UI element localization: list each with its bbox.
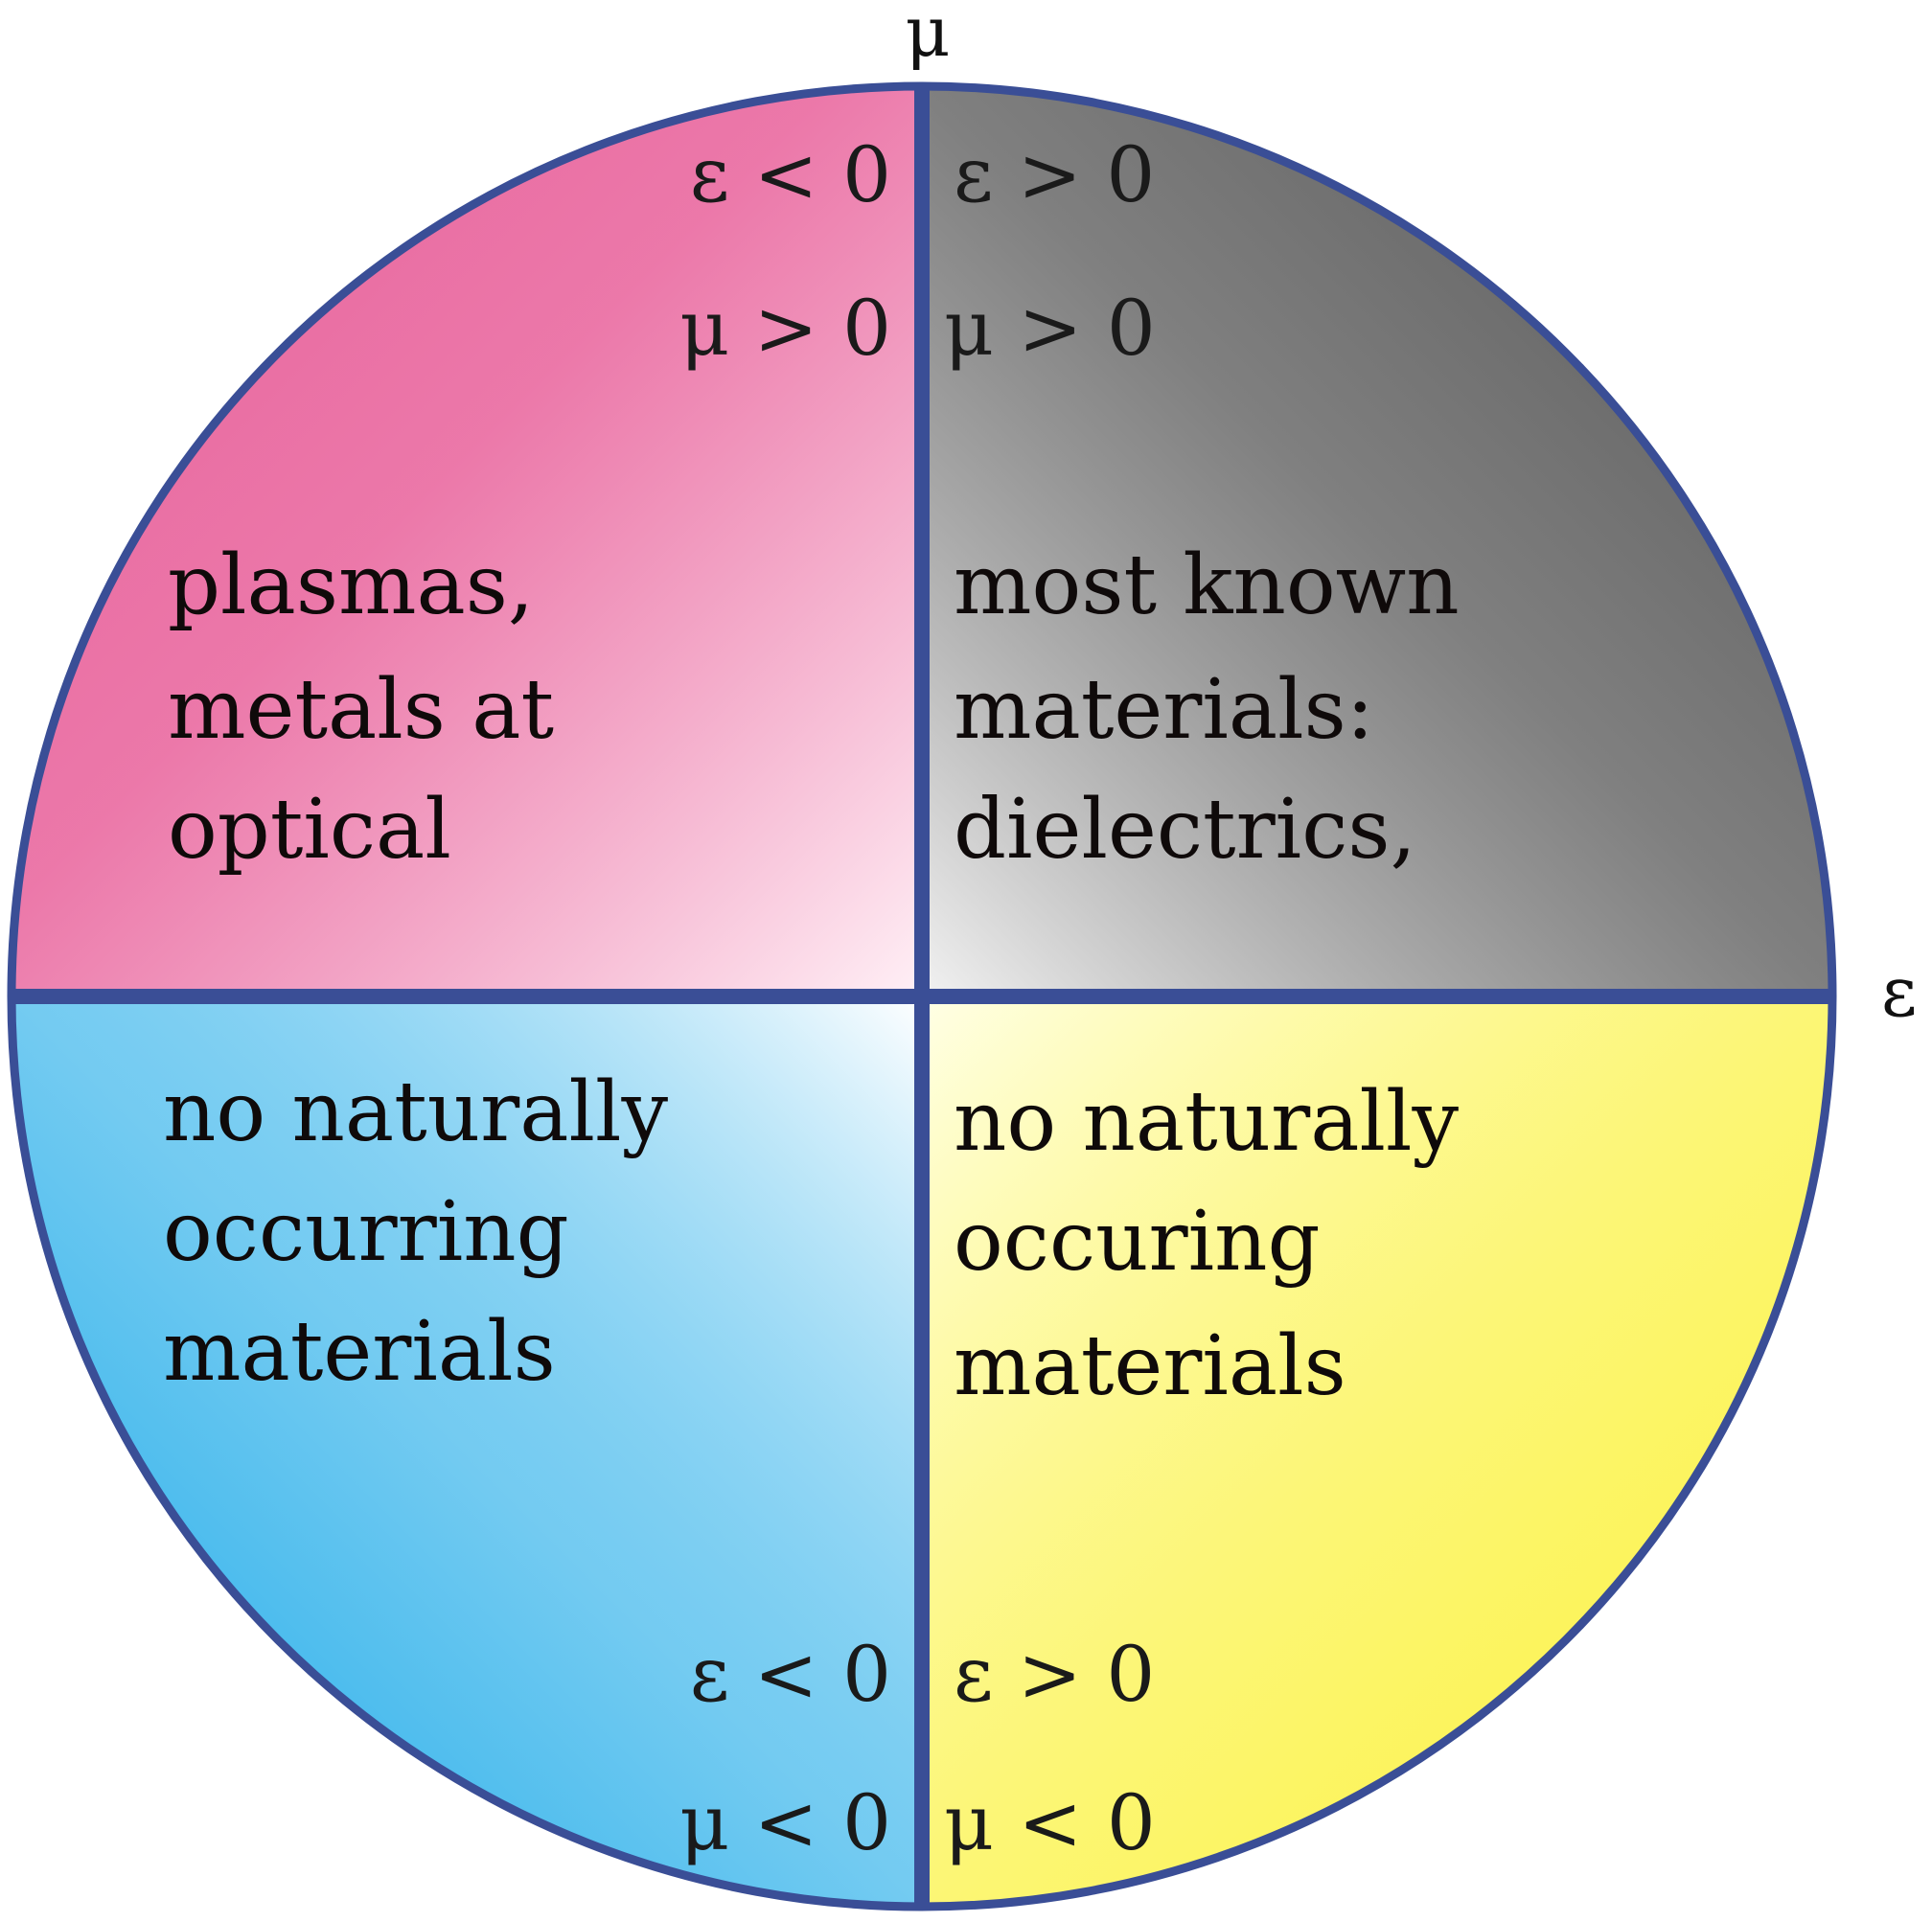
bottom-left-eps-condition: ε < 0 [690,1630,891,1719]
bottom-left-description-line-2: occurring [163,1184,569,1280]
top-left-description-line-1: plasmas, [168,538,534,633]
quadrant-bottom-right [922,996,1832,1907]
top-right-description-line-1: most known [954,538,1460,633]
top-right-description-line-2: materials: [954,662,1374,758]
top-right-description-line-3: dielectrics, [954,782,1416,878]
bottom-right-description-line-3: materials [954,1318,1346,1414]
bottom-right-eps-condition: ε > 0 [954,1630,1155,1719]
quadrant-top-right [922,86,1832,996]
top-left-eps-condition: ε < 0 [690,130,891,219]
top-left-description-line-2: metals at [168,662,554,758]
top-right-mu-condition: μ > 0 [944,284,1156,373]
epsilon-axis-label: ε [1881,951,1917,1032]
bottom-left-description-line-1: no naturally [163,1064,669,1160]
bottom-right-mu-condition: μ < 0 [944,1778,1156,1867]
bottom-right-description-line-1: no naturally [954,1074,1460,1170]
top-left-description-line-3: optical [168,782,451,878]
mu-axis-label: μ [906,0,951,72]
top-right-eps-condition: ε > 0 [954,130,1155,219]
quadrant-bottom-left [12,996,922,1907]
quadrant-top-left [12,86,922,996]
top-left-mu-condition: μ > 0 [679,284,891,373]
bottom-right-description-line-2: occuring [954,1194,1321,1290]
bottom-left-mu-condition: μ < 0 [679,1778,891,1867]
bottom-left-description-line-3: materials [163,1304,556,1400]
